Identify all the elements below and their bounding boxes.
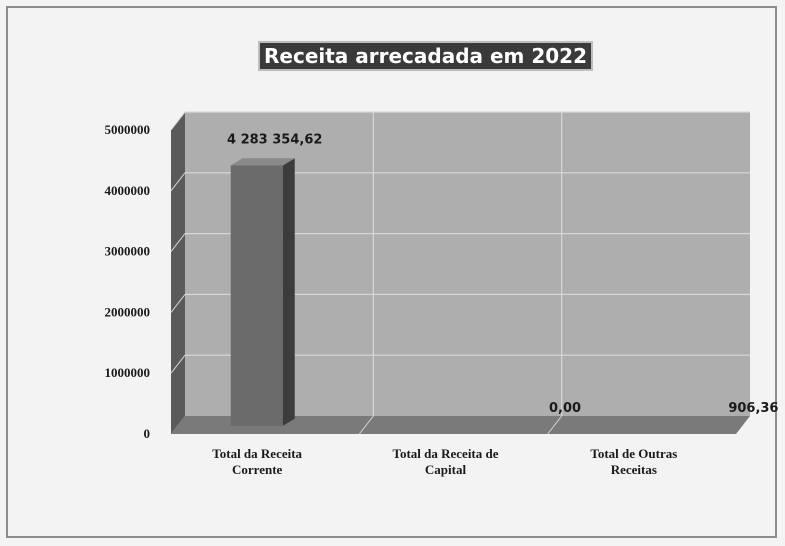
data-label: 906,36: [728, 401, 778, 416]
y-tick-label: 4000000: [105, 183, 151, 198]
gridline-y-side: [170, 233, 186, 252]
data-label: 0,00: [549, 401, 581, 416]
gridline-y-side: [170, 172, 186, 192]
x-tick-label: Capital: [425, 462, 467, 477]
bar-top: [230, 158, 295, 166]
gridline-x-floor: [547, 415, 563, 435]
data-label: 4 283 354,62: [227, 132, 322, 147]
y-tick-label: 1000000: [105, 365, 151, 380]
x-tick-label: Total da Receita de: [392, 446, 498, 461]
plot-floor: [171, 416, 750, 434]
x-tick-label: Corrente: [232, 462, 283, 477]
x-tick-label: Total de Outras: [590, 446, 677, 461]
x-tick-label: Receitas: [611, 462, 657, 477]
plot-side-wall: [171, 112, 185, 434]
chart-title: Receita arrecadada em 2022: [258, 41, 594, 71]
bar-side: [282, 158, 295, 426]
gridline-y-side: [170, 354, 186, 374]
y-tick-label: 0: [144, 426, 151, 441]
x-tick-label: Total da Receita: [212, 446, 302, 461]
bar: [230, 165, 283, 426]
y-tick-label: 3000000: [105, 244, 151, 259]
y-tick-label: 2000000: [105, 304, 151, 319]
gridline-x-floor: [358, 415, 374, 435]
y-tick-label: 5000000: [105, 122, 151, 137]
gridline-y-side: [170, 294, 186, 313]
gridline-y-side: [170, 111, 186, 131]
